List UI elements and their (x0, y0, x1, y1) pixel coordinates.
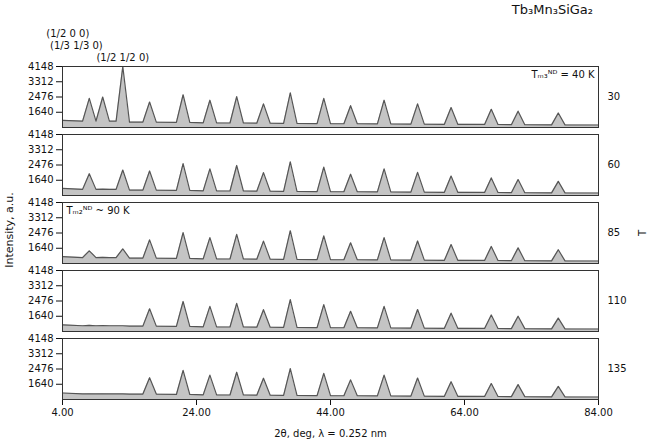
svg-text:135: 135 (608, 363, 627, 374)
svg-text:3312: 3312 (28, 212, 53, 223)
svg-text:Tₘ₂ᴺᴰ ~ 90 K: Tₘ₂ᴺᴰ ~ 90 K (66, 205, 131, 216)
svg-text:3312: 3312 (28, 76, 53, 87)
svg-text:(1/2 0 0): (1/2 0 0) (46, 28, 89, 39)
svg-text:1640: 1640 (28, 106, 53, 117)
html-text:Intensity, a.u.: Intensity, a.u. (2, 192, 16, 268)
svg-text:2476: 2476 (28, 295, 53, 306)
svg-text:Tₘ₃ᴺᴰ = 40 K: Tₘ₃ᴺᴰ = 40 K (530, 69, 595, 80)
svg-text:60: 60 (608, 159, 621, 170)
svg-text:2476: 2476 (28, 227, 53, 238)
svg-text:T: T (637, 229, 648, 237)
svg-text:2476: 2476 (28, 363, 53, 374)
svg-text:2476: 2476 (28, 91, 53, 102)
svg-text:64.00: 64.00 (450, 407, 479, 418)
svg-text:1640: 1640 (28, 310, 53, 321)
svg-text:85: 85 (608, 227, 621, 238)
svg-text:(1/2 1/2 0): (1/2 1/2 0) (96, 52, 149, 63)
svg-text:30: 30 (608, 91, 621, 102)
svg-text:3312: 3312 (28, 280, 53, 291)
svg-text:2476: 2476 (28, 159, 53, 170)
svg-text:110: 110 (608, 295, 627, 306)
svg-text:1640: 1640 (28, 174, 53, 185)
svg-text:4148: 4148 (28, 129, 53, 140)
svg-text:3312: 3312 (28, 348, 53, 359)
html-text:Tb₃Mn₃SiGa₂: Tb₃Mn₃SiGa₂ (511, 2, 593, 17)
svg-text:44.00: 44.00 (316, 407, 345, 418)
svg-text:2θ, deg, λ = 0.252 nm: 2θ, deg, λ = 0.252 nm (274, 428, 387, 439)
svg-text:1640: 1640 (28, 242, 53, 253)
svg-text:4148: 4148 (28, 197, 53, 208)
svg-text:4148: 4148 (28, 61, 53, 72)
svg-text:84.00: 84.00 (584, 407, 613, 418)
svg-text:(1/3 1/3 0): (1/3 1/3 0) (50, 40, 103, 51)
svg-text:4148: 4148 (28, 333, 53, 344)
svg-text:4.00: 4.00 (51, 407, 73, 418)
svg-text:4148: 4148 (28, 265, 53, 276)
svg-text:3312: 3312 (28, 144, 53, 155)
svg-text:24.00: 24.00 (182, 407, 211, 418)
svg-text:1640: 1640 (28, 378, 53, 389)
